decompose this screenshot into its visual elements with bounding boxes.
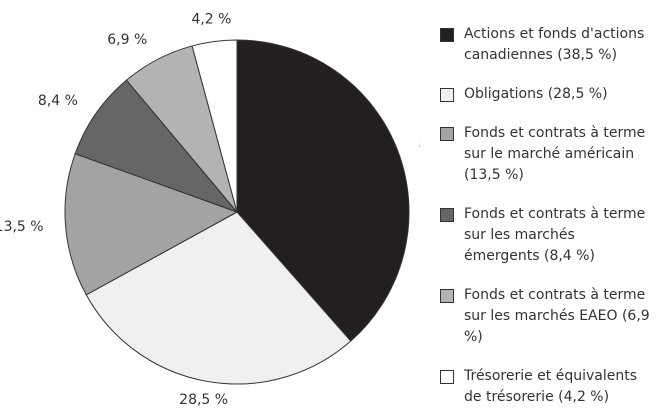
slice-label: 8,4 % [38, 93, 78, 109]
slice-label: 13,5 % [0, 219, 44, 235]
legend-label: Fonds et contrats à terme sur les marché… [464, 287, 650, 345]
legend-swatch [440, 208, 454, 222]
legend-swatch [440, 370, 454, 384]
legend-item: Trésorerie et équivalents de trésorerie … [440, 366, 655, 408]
legend-label: Actions et fonds d'actions canadiennes (… [464, 26, 645, 63]
legend-item: Obligations (28,5 %) [440, 84, 655, 105]
legend-item: Fonds et contrats à terme sur le marché … [440, 123, 655, 186]
pie-slice [191, 39, 238, 213]
slice-label: 6,9 % [107, 32, 147, 48]
legend-label: Fonds et contrats à terme sur le marché … [464, 125, 646, 183]
pie-slice [85, 211, 352, 385]
pie-slice [74, 79, 239, 214]
legend-swatch [440, 289, 454, 303]
pie-slice [64, 153, 239, 296]
legend-label: Trésorerie et équivalents de trésorerie … [464, 368, 638, 405]
legend-item: Fonds et contrats à terme sur les marché… [440, 204, 655, 267]
legend-label: Obligations (28,5 %) [464, 86, 608, 102]
pie-slice [236, 39, 410, 342]
legend-swatch [440, 28, 454, 42]
legend: Actions et fonds d'actions canadiennes (… [440, 24, 655, 412]
slice-label: 28,5 % [179, 392, 228, 408]
legend-label: Fonds et contrats à terme sur les marché… [464, 206, 646, 264]
legend-item: Fonds et contrats à terme sur les marché… [440, 285, 655, 348]
legend-swatch [440, 88, 454, 102]
slice-label: 4,2 % [191, 12, 231, 28]
legend-swatch [440, 127, 454, 141]
pie-chart: 38,5 % 28,5 % 13,5 % 8,4 % 6,9 % 4,2 % [0, 12, 420, 408]
legend-item: Actions et fonds d'actions canadiennes (… [440, 24, 655, 66]
slice-label: 38,5 % [418, 135, 420, 151]
